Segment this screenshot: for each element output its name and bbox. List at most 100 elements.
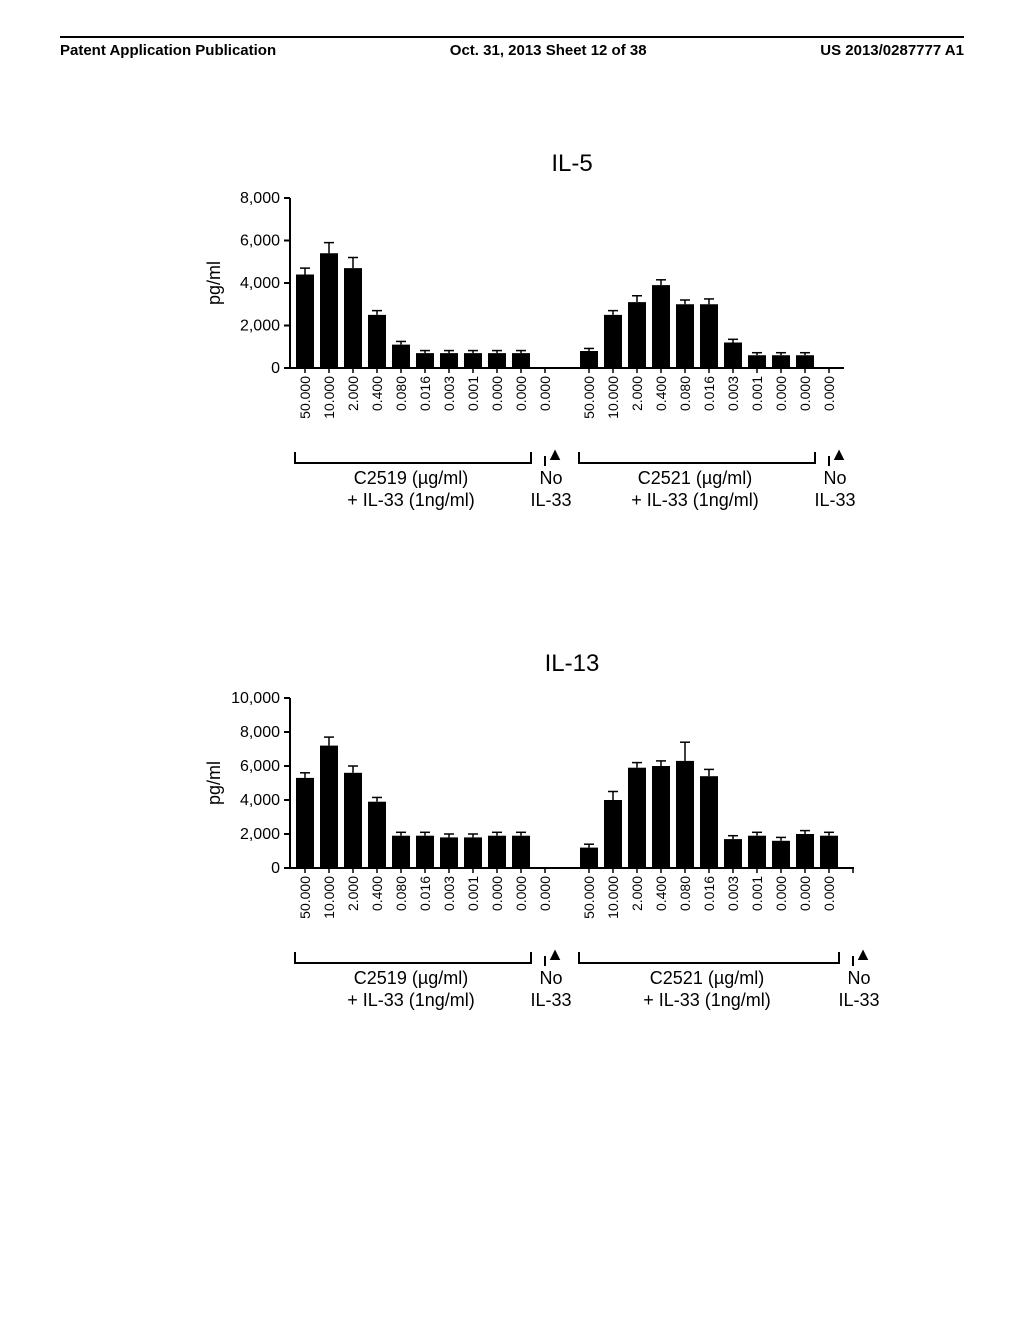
x-tick-label: 10.000 xyxy=(321,876,337,919)
arrow-up-icon: ▲ xyxy=(535,444,575,465)
x-tick-label: 0.001 xyxy=(465,876,481,911)
x-tick-label: 0.000 xyxy=(797,376,813,411)
x-tick-label: 50.000 xyxy=(297,876,313,919)
bar xyxy=(724,839,742,868)
x-tick-label: 0.400 xyxy=(369,876,385,911)
bar xyxy=(392,836,410,868)
group-label-line1: C2519 (µg/ml) xyxy=(354,968,468,988)
bar xyxy=(604,800,622,868)
y-axis-label: pg/ml xyxy=(204,761,224,805)
x-tick-label: 0.003 xyxy=(725,376,741,411)
x-tick-label: 0.016 xyxy=(417,376,433,411)
group-bracket xyxy=(294,452,532,464)
chart-block: IL-502,0004,0006,0008,000pg/ml50.00010.0… xyxy=(170,150,854,532)
bar xyxy=(368,315,386,368)
x-tick-label: 50.000 xyxy=(297,376,313,419)
no-label-line2: IL-33 xyxy=(530,490,571,510)
arrow-stem xyxy=(852,956,854,966)
bar xyxy=(748,836,766,868)
y-tick-label: 8,000 xyxy=(240,724,280,741)
bar xyxy=(464,353,482,368)
x-tick-label: 0.080 xyxy=(677,876,693,911)
no-treatment-text: NoIL-33 xyxy=(834,968,884,1011)
group-labels: ▲C2519 (µg/ml)+ IL-33 (1ng/ml)NoIL-33▲C2… xyxy=(170,452,854,532)
arrow-stem xyxy=(828,456,830,466)
bar xyxy=(344,773,362,868)
no-label-line1: No xyxy=(539,968,562,988)
group-label-line1: C2521 (µg/ml) xyxy=(650,968,764,988)
bar xyxy=(512,353,530,368)
y-tick-label: 10,000 xyxy=(231,690,280,707)
header-left: Patent Application Publication xyxy=(60,42,276,59)
y-tick-label: 6,000 xyxy=(240,758,280,775)
bar xyxy=(344,268,362,368)
x-tick-label: 0.003 xyxy=(441,376,457,411)
x-tick-label: 0.001 xyxy=(465,376,481,411)
bar xyxy=(724,343,742,369)
bar xyxy=(580,848,598,868)
group-label-line2: + IL-33 (1ng/ml) xyxy=(347,490,475,510)
x-tick-label: 10.000 xyxy=(605,876,621,919)
page-header: Patent Application Publication Oct. 31, … xyxy=(60,36,964,59)
x-tick-label: 0.000 xyxy=(537,376,553,411)
bar xyxy=(820,836,838,868)
bar xyxy=(676,761,694,868)
bar xyxy=(772,355,790,368)
x-tick-label: 0.000 xyxy=(537,876,553,911)
bar xyxy=(464,837,482,868)
arrow-stem xyxy=(544,456,546,466)
chart-svg: 02,0004,0006,0008,00010,000pg/ml50.00010… xyxy=(170,688,854,948)
x-tick-label: 50.000 xyxy=(581,876,597,919)
bar xyxy=(416,836,434,868)
group-label-line1: C2519 (µg/ml) xyxy=(354,468,468,488)
group-bracket xyxy=(294,952,532,964)
x-tick-label: 0.016 xyxy=(701,876,717,911)
bar xyxy=(580,351,598,368)
bar xyxy=(392,345,410,368)
group-text: C2519 (µg/ml)+ IL-33 (1ng/ml) xyxy=(294,468,528,511)
x-tick-label: 2.000 xyxy=(345,376,361,411)
x-tick-label: 2.000 xyxy=(345,876,361,911)
x-tick-label: 0.000 xyxy=(489,876,505,911)
no-label-line1: No xyxy=(539,468,562,488)
bar xyxy=(296,275,314,369)
bar xyxy=(628,302,646,368)
no-label-line1: No xyxy=(823,468,846,488)
group-label-line2: + IL-33 (1ng/ml) xyxy=(631,490,759,510)
x-tick-label: 50.000 xyxy=(581,376,597,419)
y-tick-label: 4,000 xyxy=(240,792,280,809)
group-label-line2: + IL-33 (1ng/ml) xyxy=(347,990,475,1010)
group-label-line2: + IL-33 (1ng/ml) xyxy=(643,990,771,1010)
x-tick-label: 0.016 xyxy=(417,876,433,911)
chart-title: IL-5 xyxy=(290,150,854,178)
bar xyxy=(796,834,814,868)
bar xyxy=(368,802,386,868)
x-tick-label: 0.000 xyxy=(821,376,837,411)
bar xyxy=(488,836,506,868)
group-text: C2521 (µg/ml)+ IL-33 (1ng/ml) xyxy=(578,968,836,1011)
bar xyxy=(440,837,458,868)
x-tick-label: 0.000 xyxy=(821,876,837,911)
x-tick-label: 0.001 xyxy=(749,376,765,411)
bar xyxy=(416,353,434,368)
y-tick-label: 4,000 xyxy=(240,275,280,292)
no-label-line2: IL-33 xyxy=(530,990,571,1010)
no-label-line1: No xyxy=(847,968,870,988)
x-tick-label: 2.000 xyxy=(629,376,645,411)
arrow-stem xyxy=(544,956,546,966)
header-right: US 2013/0287777 A1 xyxy=(820,42,964,59)
x-tick-label: 0.016 xyxy=(701,376,717,411)
bar xyxy=(512,836,530,868)
x-tick-label: 0.080 xyxy=(393,376,409,411)
y-tick-label: 2,000 xyxy=(240,318,280,335)
group-labels: ▲C2519 (µg/ml)+ IL-33 (1ng/ml)NoIL-33▲C2… xyxy=(170,952,854,1032)
x-tick-label: 10.000 xyxy=(321,376,337,419)
x-tick-label: 10.000 xyxy=(605,376,621,419)
arrow-up-icon: ▲ xyxy=(535,944,575,965)
x-tick-label: 0.000 xyxy=(797,876,813,911)
group-text: C2521 (µg/ml)+ IL-33 (1ng/ml) xyxy=(578,468,812,511)
no-treatment-text: NoIL-33 xyxy=(810,468,860,511)
arrow-up-icon: ▲ xyxy=(819,444,859,465)
no-treatment-text: NoIL-33 xyxy=(526,468,576,511)
x-tick-label: 0.001 xyxy=(749,876,765,911)
